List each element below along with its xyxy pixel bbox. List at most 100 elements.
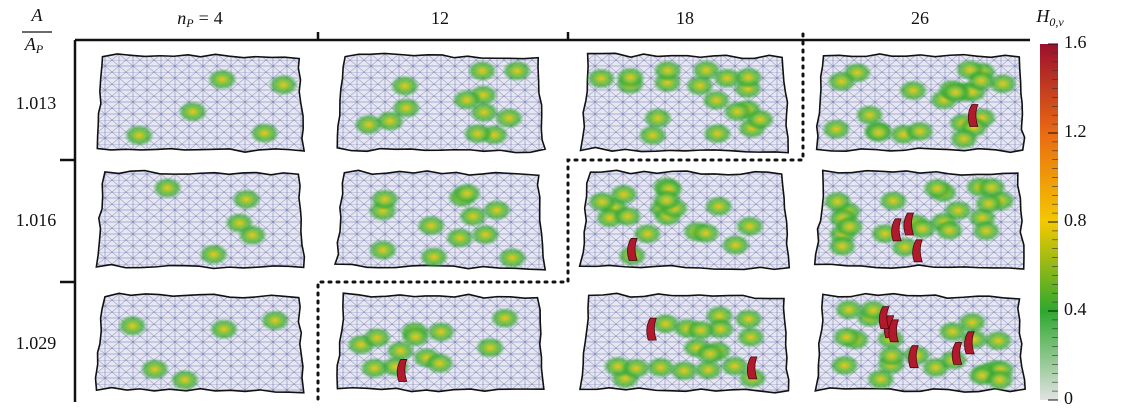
subscript: P [185, 16, 194, 30]
bump [369, 188, 400, 211]
tube [912, 239, 923, 263]
bump [353, 113, 384, 136]
value: 4 [214, 8, 223, 28]
bump [971, 219, 1002, 242]
bump [361, 326, 392, 349]
colorbar-tick-label: 0 [1064, 388, 1073, 408]
bump [458, 205, 489, 228]
snapshot [813, 169, 1025, 270]
snapshot [336, 292, 545, 393]
bump [669, 359, 700, 382]
bump [690, 222, 721, 245]
snapshot [578, 169, 791, 271]
bump [490, 307, 521, 330]
bump [502, 59, 533, 82]
bump [177, 100, 208, 123]
labels: nP = 4 12 18 26 1.013 1.016 1.029 [16, 8, 929, 353]
bump [943, 199, 974, 222]
bump [863, 121, 894, 144]
bump [878, 189, 909, 212]
bump [231, 188, 262, 211]
bump [865, 368, 896, 391]
bump [693, 358, 724, 381]
bump [733, 66, 764, 89]
snapshot [336, 52, 547, 154]
tube [951, 341, 963, 365]
tube [964, 331, 975, 355]
bump [651, 189, 682, 212]
axes [60, 32, 1030, 402]
snapshot [96, 53, 306, 153]
snapshot [95, 169, 306, 270]
tube [888, 319, 900, 343]
column-header: 12 [431, 8, 449, 28]
bump [934, 219, 965, 242]
bump [702, 122, 733, 145]
corner-label: A AP [22, 5, 52, 56]
tube [746, 356, 758, 380]
snapshot [333, 169, 547, 271]
bump [948, 127, 979, 150]
tube [908, 345, 919, 369]
bump [469, 101, 500, 124]
bump [822, 190, 853, 213]
bump [722, 100, 753, 123]
bump [827, 235, 858, 258]
bump [984, 368, 1015, 391]
relation: = [199, 8, 209, 28]
bump [734, 215, 765, 238]
tube [396, 359, 408, 382]
bump [586, 67, 617, 90]
bump [720, 234, 751, 257]
bump [645, 356, 676, 379]
bump [208, 318, 239, 341]
panels [94, 52, 1026, 394]
bump [444, 226, 475, 249]
bump [637, 124, 668, 147]
bump [733, 308, 764, 331]
snapshot [579, 292, 790, 394]
bump [224, 212, 255, 235]
snapshot [94, 292, 305, 394]
bump [973, 192, 1004, 215]
bump [876, 344, 907, 367]
bump [470, 223, 501, 246]
colorbar-label: H0,v [1035, 6, 1064, 29]
bump [831, 326, 862, 349]
bump [983, 329, 1014, 352]
variable: n [177, 8, 186, 28]
column-header: 18 [676, 8, 694, 28]
row-label: 1.016 [16, 210, 57, 230]
snapshot [815, 53, 1026, 154]
bump [260, 309, 291, 332]
bump [898, 79, 929, 102]
bump [621, 357, 652, 380]
bump [481, 199, 512, 222]
bump [922, 177, 953, 200]
bump [124, 124, 155, 147]
tube [891, 218, 902, 242]
bump [198, 243, 229, 266]
bump [493, 107, 524, 130]
bump [612, 205, 643, 228]
bump [475, 336, 506, 359]
bump [424, 352, 455, 375]
bump [904, 120, 935, 143]
bump [745, 108, 776, 131]
bump [139, 358, 170, 381]
colorbar-tick-label: 0.4 [1064, 299, 1087, 319]
bump [821, 118, 852, 141]
colorbar-tick-label: 0.8 [1064, 210, 1087, 230]
bump [207, 68, 238, 91]
bump [389, 74, 420, 97]
bump [966, 69, 997, 92]
bump [385, 339, 416, 362]
bump [712, 67, 743, 90]
bump [701, 89, 732, 112]
bump [268, 73, 299, 96]
row-label: 1.029 [16, 333, 57, 353]
bump [615, 66, 646, 89]
bump [940, 81, 971, 104]
bump [462, 122, 493, 145]
bump [976, 176, 1007, 199]
